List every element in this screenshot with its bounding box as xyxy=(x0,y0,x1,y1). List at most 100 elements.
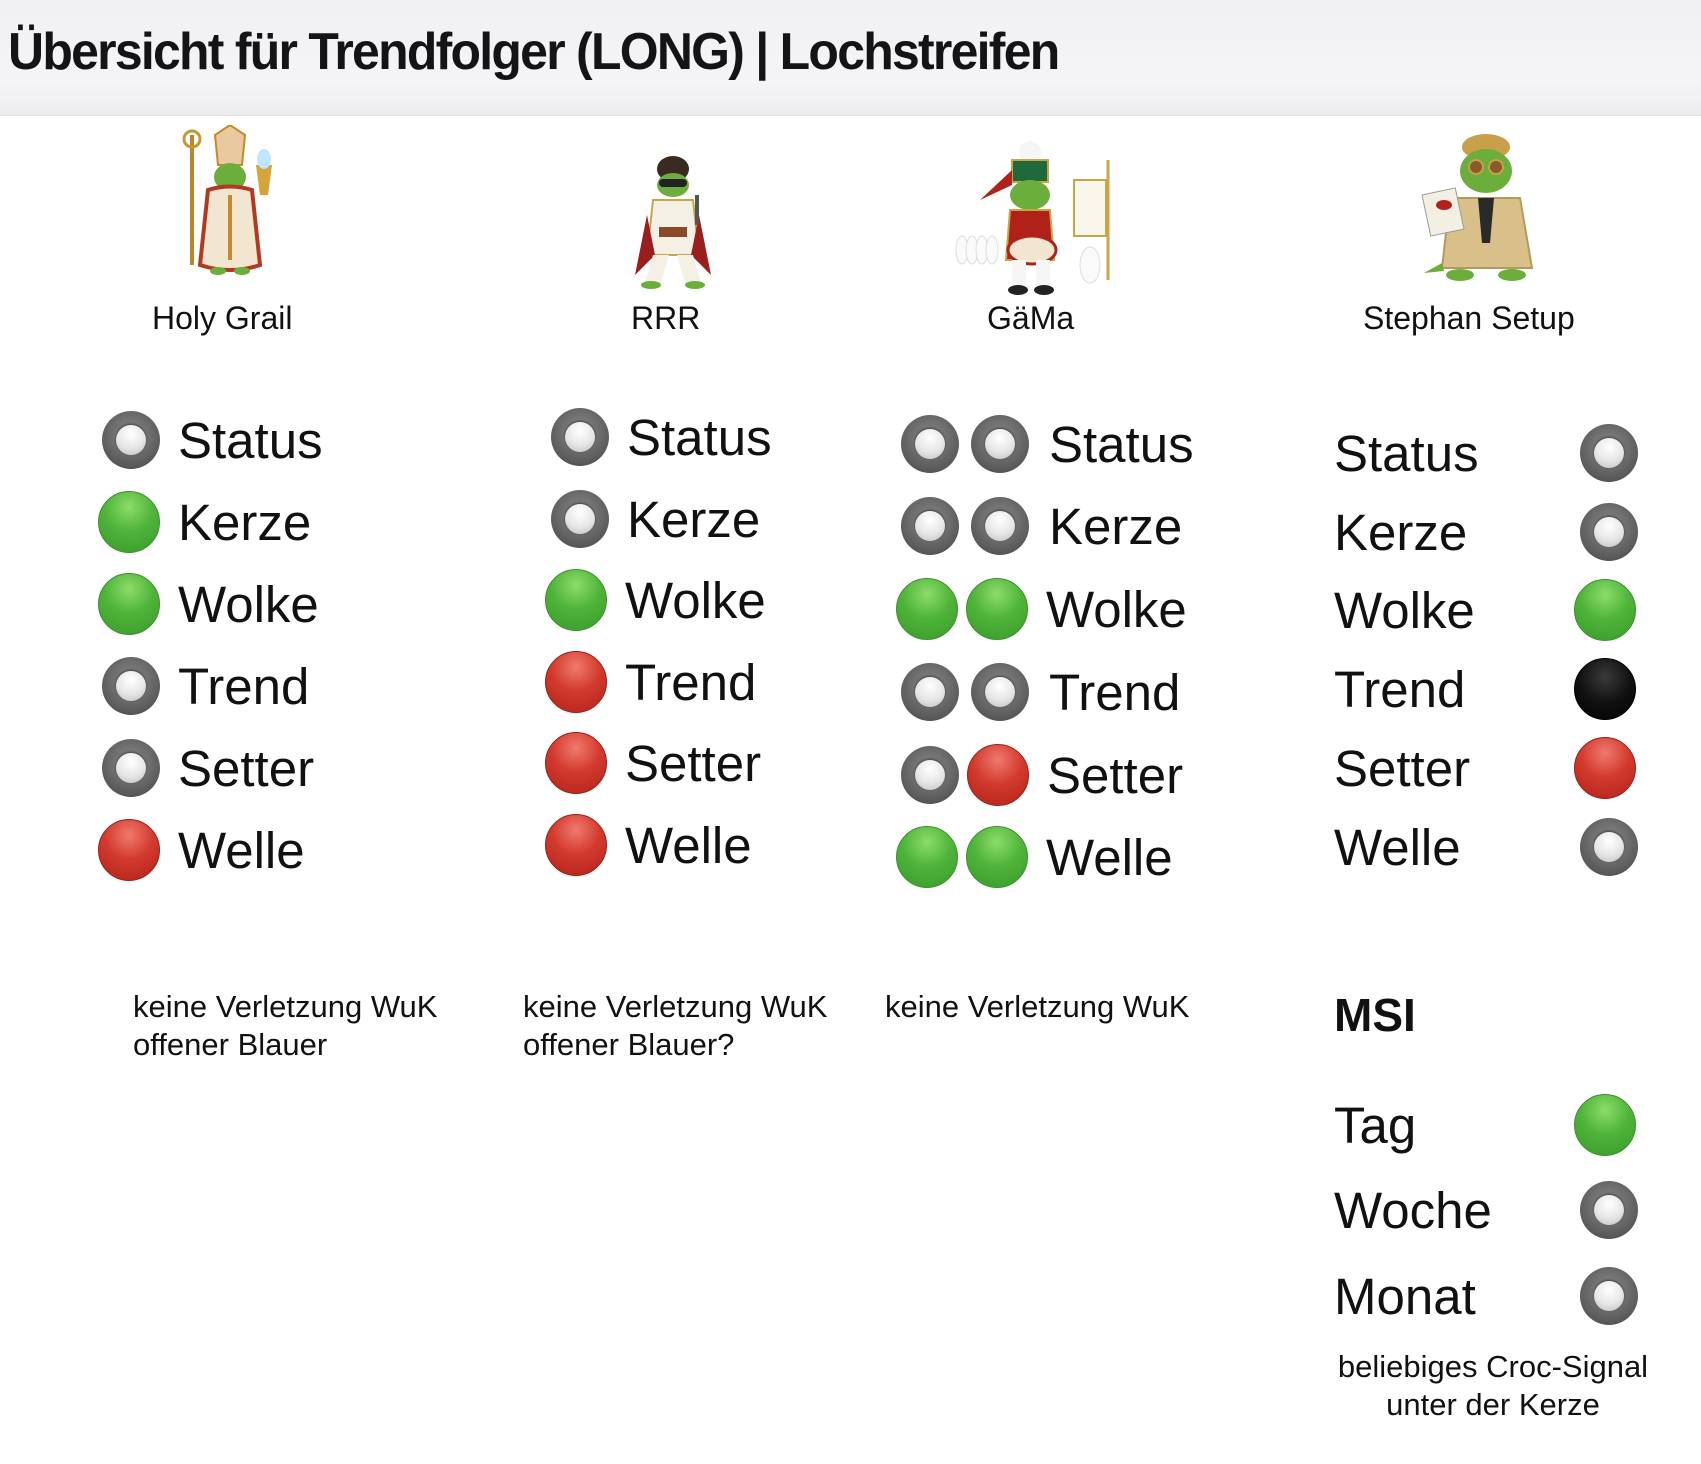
signal-light-icon xyxy=(98,819,160,881)
signal-label: Setter xyxy=(625,734,762,792)
note-line: unter der Kerze xyxy=(1386,1387,1600,1422)
page-title: Übersicht für Trendfolger (LONG) | Lochs… xyxy=(8,23,1060,81)
signal-row: Welle xyxy=(545,810,752,880)
column-title: GäMa xyxy=(987,300,1075,336)
signal-light-icon xyxy=(901,415,959,473)
signal-light-icon xyxy=(1580,1181,1638,1239)
signal-light-icon xyxy=(1574,1094,1636,1156)
signal-light-icon xyxy=(102,411,160,469)
drummer-croc-icon xyxy=(950,140,1120,300)
signal-label: Kerze xyxy=(1334,503,1468,561)
signal-row: Status xyxy=(547,402,772,472)
msi-heading: MSI xyxy=(1334,989,1416,1041)
signal-row: Welle xyxy=(896,822,1173,892)
signal-light-icon xyxy=(1574,658,1636,720)
signal-light-icon xyxy=(545,814,607,876)
signal-light-icon xyxy=(1574,579,1636,641)
signal-label: Setter xyxy=(1334,739,1471,797)
signal-label: Status xyxy=(1334,424,1479,482)
msi-row: Woche xyxy=(1334,1175,1638,1245)
pope-croc-icon xyxy=(180,125,280,285)
signal-label: Status xyxy=(1049,415,1194,473)
signal-label: Trend xyxy=(625,653,757,711)
signal-label: Setter xyxy=(178,739,315,797)
signal-row: Trend xyxy=(98,651,309,721)
signal-label: Wolke xyxy=(1046,580,1187,638)
signal-row: Setter xyxy=(899,740,1183,810)
signal-row: Setter xyxy=(1334,733,1636,803)
column-title: Stephan Setup xyxy=(1363,300,1575,336)
note-line: keine Verletzung WuK xyxy=(133,989,438,1024)
signal-label: Trend xyxy=(1049,663,1181,721)
signal-label: Welle xyxy=(1046,828,1173,886)
signal-row: Trend xyxy=(1334,654,1636,724)
signal-row: Status xyxy=(1334,418,1638,488)
signal-row: Kerze xyxy=(547,484,760,554)
msi-row: Tag xyxy=(1334,1090,1636,1160)
signal-light-icon xyxy=(98,491,160,553)
msi-label: Woche xyxy=(1334,1181,1492,1239)
elvis-croc-icon xyxy=(625,155,725,290)
column-note: keine Verletzung WuK offener Blauer xyxy=(133,988,437,1064)
signal-light-icon xyxy=(966,578,1028,640)
signal-row: Trend xyxy=(545,647,756,717)
signal-light-icon xyxy=(1580,1267,1638,1325)
signal-light-icon xyxy=(971,415,1029,473)
note-line: offener Blauer xyxy=(133,1027,328,1062)
signal-light-icon xyxy=(896,578,958,640)
signal-label: Welle xyxy=(178,821,305,879)
signal-label: Trend xyxy=(178,657,310,715)
signal-label: Wolke xyxy=(1334,581,1475,639)
signal-row: Kerze xyxy=(899,491,1182,561)
signal-row: Wolke xyxy=(896,574,1187,644)
signal-row: Setter xyxy=(545,728,761,798)
signal-row: Welle xyxy=(1334,812,1638,882)
msi-row: Monat xyxy=(1334,1261,1638,1331)
signal-row: Wolke xyxy=(1334,575,1636,645)
signal-label: Kerze xyxy=(1049,497,1183,555)
signal-label: Welle xyxy=(1334,818,1461,876)
signal-light-icon xyxy=(901,746,959,804)
signal-light-icon xyxy=(901,663,959,721)
signal-row: Status xyxy=(98,405,323,475)
signal-label: Welle xyxy=(625,816,752,874)
note-line: keine Verletzung WuK xyxy=(885,989,1190,1024)
note-line: beliebiges Croc-Signal xyxy=(1337,1349,1649,1384)
signal-label: Status xyxy=(627,408,772,466)
signal-light-icon xyxy=(545,651,607,713)
signal-row: Trend xyxy=(899,657,1180,727)
signal-label: Status xyxy=(178,411,323,469)
signal-label: Kerze xyxy=(627,490,761,548)
signal-light-icon xyxy=(545,569,607,631)
signal-label: Setter xyxy=(1047,746,1184,804)
signal-light-icon xyxy=(551,408,609,466)
signal-row: Wolke xyxy=(98,569,319,639)
signal-row: Welle xyxy=(98,815,305,885)
signal-light-icon xyxy=(1580,818,1638,876)
signal-light-icon xyxy=(896,826,958,888)
signal-label: Wolke xyxy=(625,571,766,629)
signal-label: Kerze xyxy=(178,493,312,551)
signal-light-icon xyxy=(901,497,959,555)
signal-light-icon xyxy=(545,732,607,794)
signal-light-icon xyxy=(966,826,1028,888)
signal-label: Wolke xyxy=(178,575,319,633)
msi-label: Monat xyxy=(1334,1267,1476,1325)
note-line: offener Blauer? xyxy=(523,1027,735,1062)
signal-light-icon xyxy=(1574,737,1636,799)
signal-label: Trend xyxy=(1334,660,1466,718)
signal-row: Wolke xyxy=(545,565,766,635)
column-note: keine Verletzung WuK offener Blauer? xyxy=(523,988,827,1064)
page-header: Übersicht für Trendfolger (LONG) | Lochs… xyxy=(0,0,1701,116)
signal-light-icon xyxy=(971,663,1029,721)
detective-croc-icon xyxy=(1420,133,1545,283)
column-title: RRR xyxy=(631,300,701,336)
signal-light-icon xyxy=(967,744,1029,806)
column-title: Holy Grail xyxy=(152,300,293,336)
signal-row: Status xyxy=(899,409,1194,479)
signal-light-icon xyxy=(102,739,160,797)
signal-light-icon xyxy=(551,490,609,548)
signal-light-icon xyxy=(102,657,160,715)
signal-row: Kerze xyxy=(98,487,311,557)
column-note: beliebiges Croc-Signal unter der Kerze xyxy=(1313,1348,1673,1424)
